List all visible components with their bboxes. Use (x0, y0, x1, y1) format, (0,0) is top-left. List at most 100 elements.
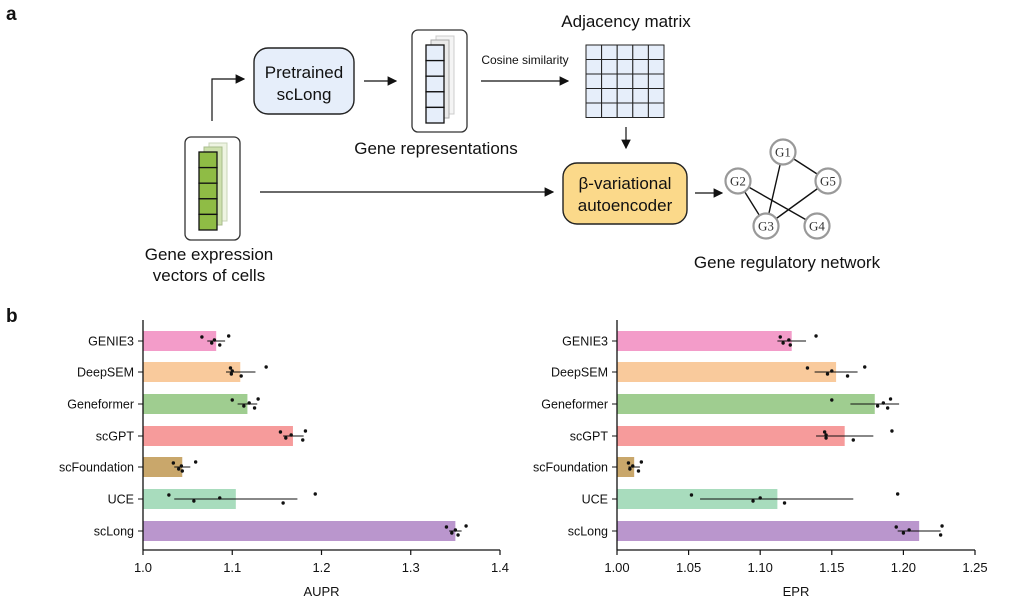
data-point (210, 341, 214, 345)
matrix-cell (632, 73, 649, 89)
data-point (751, 499, 755, 503)
network-node: G2 (724, 167, 752, 195)
node-circle (803, 212, 831, 240)
arrow-to-pretrained (211, 74, 246, 121)
expression-cell (198, 198, 218, 216)
data-point (901, 531, 906, 535)
data-point (247, 401, 251, 405)
data-point (464, 524, 468, 528)
bar-scFoundation (617, 457, 635, 477)
data-point (778, 335, 782, 339)
data-point (456, 533, 460, 537)
representation-cell (425, 44, 445, 62)
data-point (192, 499, 196, 503)
x-tick-label: 1.05 (676, 560, 701, 575)
matrix-cell (632, 102, 649, 118)
data-point (171, 461, 176, 465)
vae-box (562, 162, 688, 225)
data-point (177, 467, 181, 471)
node-label: G1 (775, 145, 791, 160)
category-label: DeepSEM (77, 366, 134, 380)
adjacency-matrix-label: Adjacency matrix (561, 12, 691, 31)
network-edge (737, 180, 818, 227)
bar-GENIE3 (143, 331, 217, 351)
matrix-cell (616, 88, 634, 104)
gene-expression-label-1: Gene expression (145, 245, 274, 264)
data-point (782, 501, 787, 505)
vae-label-2: autoencoder (578, 196, 673, 215)
data-point (252, 406, 257, 410)
x-tick-label: 1.15 (819, 560, 844, 575)
matrix-cell (601, 102, 618, 118)
x-tick-label: 1.3 (402, 560, 420, 575)
bar-scLong (617, 521, 920, 541)
data-point (303, 429, 308, 433)
data-point (894, 525, 898, 529)
data-point (888, 397, 893, 401)
data-point (631, 464, 635, 468)
matrix-cell (632, 44, 649, 60)
node-label: G5 (820, 174, 836, 189)
grn-label: Gene regulatory network (694, 253, 881, 272)
data-point (938, 533, 943, 537)
matrix-cell (585, 44, 603, 60)
data-point (167, 493, 171, 497)
data-point (863, 365, 867, 369)
data-point (824, 433, 828, 437)
bar-scGPT (143, 426, 293, 446)
x-tick-label: 1.25 (962, 560, 987, 575)
data-point (781, 341, 785, 345)
matrix-cell (585, 73, 603, 89)
bar-scLong (143, 521, 456, 541)
data-point (787, 338, 791, 342)
data-point (450, 531, 454, 535)
data-point (281, 501, 285, 505)
data-point (881, 401, 886, 405)
matrix-cell (601, 44, 618, 60)
matrix-cell (585, 88, 603, 104)
bar-GENIE3 (617, 331, 792, 351)
bar-DeepSEM (143, 362, 241, 382)
data-point (830, 398, 834, 402)
x-tick-label: 1.1 (223, 560, 241, 575)
data-point (758, 496, 762, 500)
category-label: Geneformer (541, 398, 608, 412)
representation-cell (425, 106, 445, 124)
pretrained-sclong-box (253, 47, 355, 115)
data-point (218, 343, 222, 347)
data-point (239, 374, 243, 378)
category-label: scFoundation (533, 461, 608, 475)
data-point (875, 404, 880, 408)
bar-Geneformer (143, 394, 248, 414)
pretrained-label-2: scLong (277, 85, 332, 104)
category-label: UCE (582, 493, 608, 507)
data-point (814, 334, 818, 338)
data-point (851, 438, 855, 442)
data-point (301, 438, 305, 442)
category-label: UCE (108, 493, 134, 507)
category-label: scLong (94, 525, 134, 539)
pretrained-label-1: Pretrained (265, 63, 343, 82)
gene-representations-icon (411, 29, 468, 133)
node-circle (814, 167, 842, 195)
category-label: scGPT (570, 430, 609, 444)
data-point (230, 369, 234, 373)
data-point (824, 436, 828, 440)
matrix-cell (647, 88, 665, 104)
bar-Geneformer (617, 394, 875, 414)
network-node: G5 (814, 167, 842, 195)
data-point (788, 343, 792, 347)
bar-DeepSEM (617, 362, 837, 382)
cosine-similarity-label: Cosine similarity (481, 53, 568, 67)
data-point (226, 334, 231, 338)
category-label: scFoundation (59, 461, 134, 475)
matrix-cell (616, 102, 634, 118)
data-point (229, 372, 234, 376)
data-point (278, 430, 283, 434)
node-label: G2 (730, 174, 746, 189)
data-point (180, 469, 184, 473)
matrix-cell (647, 102, 665, 118)
data-point (228, 366, 233, 370)
data-point (940, 524, 944, 528)
category-label: GENIE3 (88, 335, 134, 349)
